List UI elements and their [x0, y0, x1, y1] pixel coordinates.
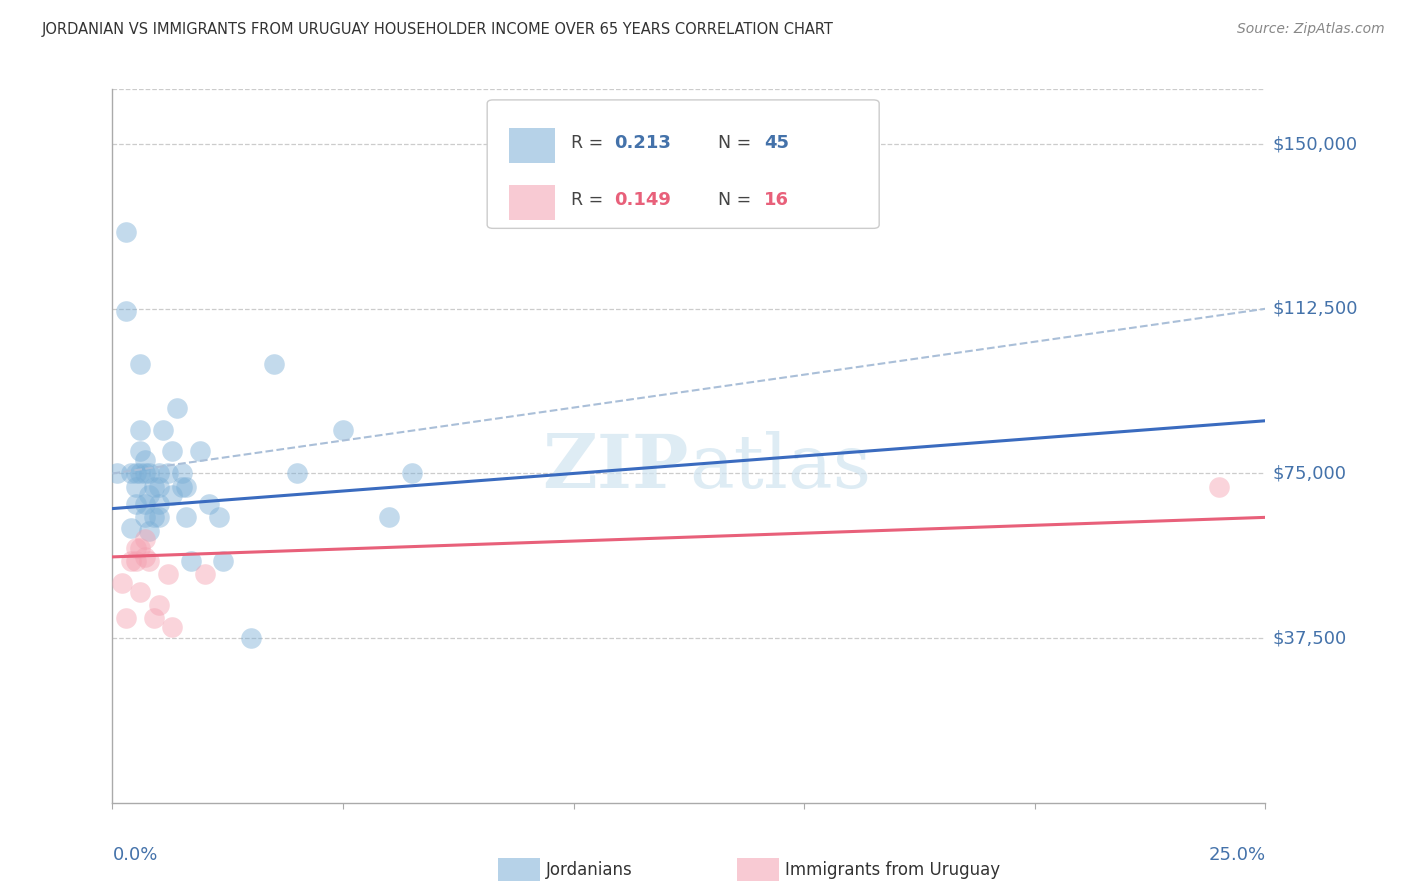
Point [129, 444, 152, 458]
Point [156, 567, 179, 582]
Point [115, 225, 138, 239]
Point [115, 304, 138, 318]
Point [129, 357, 152, 371]
Point [138, 524, 160, 538]
Point [180, 554, 202, 568]
Point [129, 467, 152, 481]
Point [124, 554, 146, 568]
Text: N =: N = [717, 134, 756, 152]
FancyBboxPatch shape [509, 186, 555, 220]
Point [120, 554, 142, 568]
Point [134, 549, 156, 564]
Text: 0.213: 0.213 [614, 134, 671, 152]
Text: $112,500: $112,500 [1272, 300, 1358, 318]
Text: R =: R = [571, 134, 609, 152]
Point [124, 497, 146, 511]
Point [134, 453, 156, 467]
Point [166, 401, 188, 415]
Point [124, 467, 146, 481]
Point [285, 467, 308, 481]
Point [120, 467, 142, 481]
Point [124, 541, 146, 555]
Point [148, 497, 170, 511]
Point [1208, 480, 1230, 494]
Text: atlas: atlas [689, 431, 872, 504]
Point [198, 497, 221, 511]
Point [134, 467, 156, 481]
Text: JORDANIAN VS IMMIGRANTS FROM URUGUAY HOUSEHOLDER INCOME OVER 65 YEARS CORRELATIO: JORDANIAN VS IMMIGRANTS FROM URUGUAY HOU… [42, 22, 834, 37]
FancyBboxPatch shape [486, 100, 879, 228]
Point [129, 541, 152, 555]
Point [143, 611, 166, 625]
Point [134, 497, 156, 511]
Text: $75,000: $75,000 [1272, 465, 1347, 483]
Point [105, 467, 128, 481]
Point [170, 467, 193, 481]
Point [148, 467, 170, 481]
Point [188, 444, 211, 458]
Point [138, 467, 160, 481]
Text: ZIP: ZIP [543, 431, 689, 504]
Point [111, 576, 134, 591]
Text: 45: 45 [763, 134, 789, 152]
Text: R =: R = [571, 191, 609, 209]
Text: 0.149: 0.149 [614, 191, 671, 209]
Point [148, 480, 170, 494]
Point [174, 480, 197, 494]
Point [138, 488, 160, 502]
Point [143, 480, 166, 494]
Text: N =: N = [717, 191, 756, 209]
Point [138, 554, 160, 568]
Point [239, 631, 262, 645]
Point [143, 510, 166, 524]
Point [120, 521, 142, 535]
Text: Source: ZipAtlas.com: Source: ZipAtlas.com [1237, 22, 1385, 37]
Point [152, 423, 174, 437]
Text: 16: 16 [763, 191, 789, 209]
Point [170, 480, 193, 494]
Point [162, 488, 184, 502]
Point [148, 510, 170, 524]
Point [129, 585, 152, 599]
Text: Immigrants from Uruguay: Immigrants from Uruguay [785, 861, 1000, 879]
Text: Jordanians: Jordanians [546, 861, 633, 879]
Text: $150,000: $150,000 [1272, 135, 1358, 153]
Point [194, 567, 217, 582]
Text: $37,500: $37,500 [1272, 629, 1347, 647]
Point [332, 423, 354, 437]
Point [124, 480, 146, 494]
Point [174, 510, 197, 524]
Point [156, 467, 179, 481]
Point [115, 611, 138, 625]
Point [134, 533, 156, 547]
FancyBboxPatch shape [509, 128, 555, 163]
Point [401, 467, 423, 481]
Point [129, 423, 152, 437]
Point [162, 444, 184, 458]
Point [378, 510, 401, 524]
Point [134, 510, 156, 524]
Text: 25.0%: 25.0% [1208, 846, 1265, 863]
Text: 0.0%: 0.0% [112, 846, 157, 863]
Point [212, 554, 235, 568]
Point [263, 357, 285, 371]
Point [162, 620, 184, 634]
Point [148, 598, 170, 612]
Point [207, 510, 229, 524]
